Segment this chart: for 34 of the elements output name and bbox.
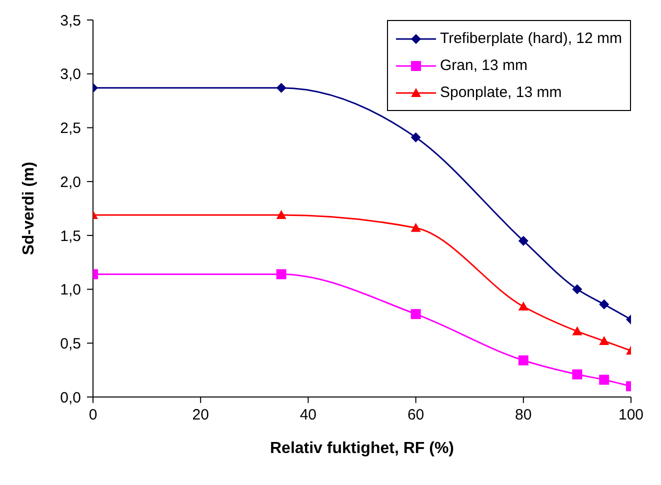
- point: [518, 355, 528, 366]
- x-tick-label: 100: [618, 406, 644, 424]
- y-tick-label: 0,0: [60, 389, 81, 406]
- x-tick-label: 80: [515, 406, 532, 424]
- point: [276, 269, 286, 280]
- point: [572, 326, 582, 336]
- point: [410, 309, 421, 320]
- legend-label: Sponplate, 13 mm: [440, 84, 562, 101]
- point: [599, 299, 610, 310]
- point: [276, 210, 286, 219]
- x-axis-title: Relativ fuktighet, RF (%): [270, 440, 454, 457]
- legend-label: Gran, 13 mm: [440, 57, 528, 74]
- point: [572, 284, 582, 294]
- legend-label: Trefiberplate (hard), 12 mm: [440, 30, 622, 47]
- y-tick-label: 1,0: [60, 282, 81, 299]
- y-tick-label: 2,0: [60, 174, 81, 191]
- point: [572, 369, 582, 380]
- point: [410, 222, 421, 232]
- point: [599, 374, 610, 385]
- y-tick-label: 3,0: [60, 66, 81, 84]
- x-tick-label: 0: [88, 406, 98, 424]
- y-axis-title: Sd-verdi (m): [20, 162, 38, 256]
- point: [276, 82, 286, 93]
- x-tick-label: 20: [192, 406, 209, 424]
- point: [518, 302, 528, 311]
- point: [410, 132, 421, 142]
- point: [518, 236, 528, 246]
- y-tick-label: 1,5: [60, 228, 81, 245]
- x-tick-label: 40: [300, 406, 317, 424]
- point: [599, 336, 610, 345]
- y-tick-label: 0,5: [60, 335, 81, 352]
- y-tick-label: 3,5: [60, 12, 81, 30]
- y-tick-label: 2,5: [60, 120, 81, 138]
- x-tick-label: 60: [407, 406, 424, 424]
